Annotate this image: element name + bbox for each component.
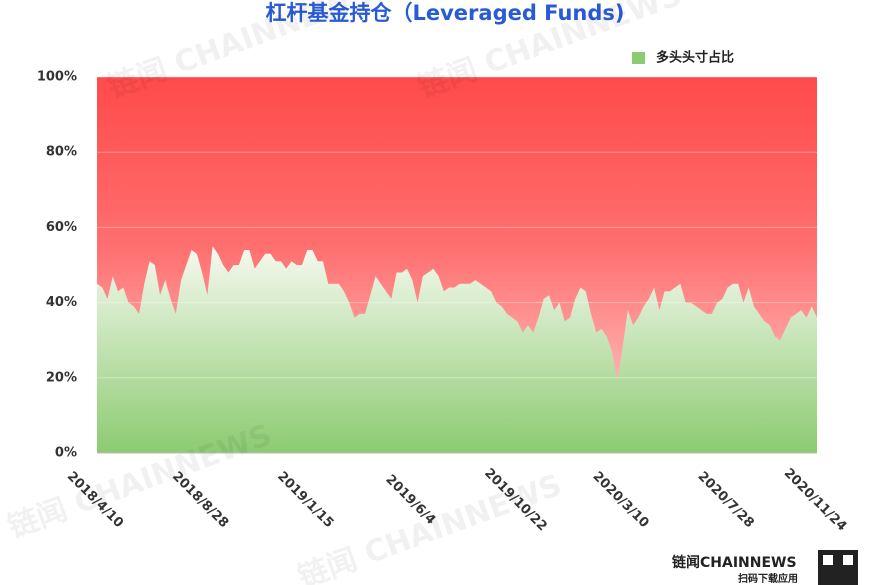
area [97, 246, 817, 453]
legend-label: 多头头寸占比 [656, 50, 734, 66]
x-tick-label: 2020/11/24 [781, 466, 849, 534]
x-tick-label: 2020/7/28 [695, 469, 757, 531]
y-tick-label: 100% [37, 70, 77, 85]
y-tick-label: 60% [46, 220, 77, 235]
qr-code [843, 555, 853, 565]
brand: 链闻CHAINNEWS [672, 554, 797, 571]
y-tick-label: 80% [46, 145, 77, 160]
y-tick-label: 0% [55, 446, 77, 461]
y-tick-label: 40% [46, 295, 77, 310]
x-tick-label: 2020/3/10 [589, 469, 651, 531]
brand-sub: 扫码下载应用 [738, 572, 798, 585]
watermark: 链闻 CHAINNEWS [294, 468, 567, 585]
x-tick-label: 2019/1/15 [274, 469, 336, 531]
chart-title: 杠杆基金持仓（Leveraged Funds) [265, 1, 624, 25]
legend-swatch [632, 52, 645, 64]
y-tick-label: 20% [46, 370, 77, 385]
qr-code [823, 555, 833, 565]
